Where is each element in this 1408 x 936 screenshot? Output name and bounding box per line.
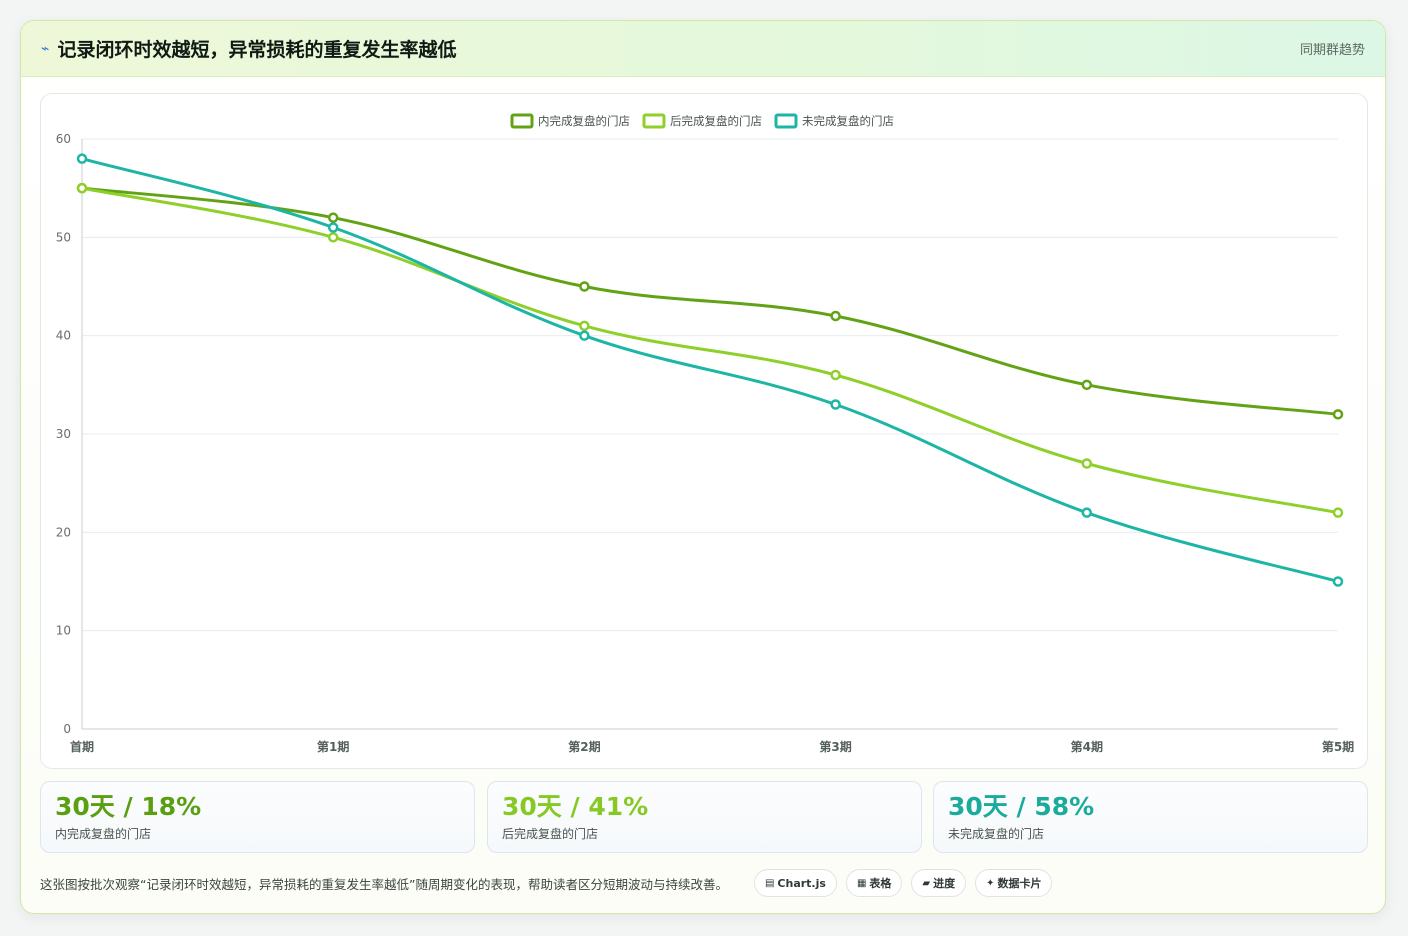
cohort-trend-label[interactable]: 同期群趋势 xyxy=(1299,43,1365,58)
legend-swatch[interactable] xyxy=(642,113,666,129)
stat-card-1: 30天 / 18% 内完成复盘的门店 xyxy=(40,781,475,853)
chip-table[interactable]: ▦ 表格 xyxy=(845,869,903,897)
stat-value: 30天 / 41% xyxy=(502,792,649,821)
sparkle-icon: ✦ xyxy=(986,877,995,889)
y-tick-label: 60 xyxy=(56,132,71,146)
data-point[interactable] xyxy=(76,182,88,194)
data-point[interactable] xyxy=(579,281,590,292)
data-point[interactable] xyxy=(1332,507,1344,518)
stat-cards: 30天 / 18% 内完成复盘的门店 30天 / 41% 后完成复盘的门店 30… xyxy=(40,781,1368,853)
line-chart: 0 10 20 30 40 50 60 首期 第1期 第2期 第3期 第4期 第5期 内完成复盘的门店 后完… xyxy=(56,113,1354,754)
x-tick-label: 第1期 xyxy=(317,739,349,754)
series-line-3 xyxy=(81,157,1339,583)
data-point[interactable] xyxy=(579,320,590,332)
x-tick-label: 第5期 xyxy=(1322,739,1354,754)
chart-card: ⌁ 记录闭环时效越短，异常损耗的重复发生率越低 同期群趋势 0 10 20 30 40 5… xyxy=(20,20,1386,914)
x-tick-label: 首期 xyxy=(70,739,94,754)
data-point[interactable] xyxy=(579,330,590,341)
data-point[interactable] xyxy=(1081,379,1093,391)
chip-label: Chart.js xyxy=(777,876,826,890)
stat-label: 未完成复盘的门店 xyxy=(948,827,1045,841)
chip-data-card[interactable]: ✦ 数据卡片 xyxy=(975,869,1053,897)
x-tick-label: 第3期 xyxy=(819,739,851,754)
progress-icon: ▰ xyxy=(922,877,931,889)
data-point[interactable] xyxy=(1332,576,1344,587)
legend-swatch[interactable] xyxy=(774,113,798,129)
data-point[interactable] xyxy=(1081,507,1093,518)
chart-panel: 0 10 20 30 40 50 60 首期 第1期 第2期 第3期 第4期 第5期 内完成复盘的门店 后完… xyxy=(40,93,1368,769)
pulse-icon: ⌁ xyxy=(41,40,50,57)
legend-label[interactable]: 内完成复盘的门店 xyxy=(538,114,630,128)
chip-progress[interactable]: ▰ 进度 xyxy=(911,869,967,897)
card-title: 记录闭环时效越短，异常损耗的重复发生率越低 xyxy=(57,39,457,61)
chart-icon: ▤ xyxy=(764,877,775,889)
data-point[interactable] xyxy=(327,222,339,233)
stat-card-2: 30天 / 41% 后完成复盘的门店 xyxy=(487,781,922,853)
footer-note: 这张图按批次观察“记录闭环时效越短，异常损耗的重复发生率越低”随周期变化的表现，… xyxy=(40,876,728,892)
y-tick-label: 10 xyxy=(56,624,71,638)
data-point[interactable] xyxy=(327,212,339,223)
data-point[interactable] xyxy=(76,153,88,164)
data-point[interactable] xyxy=(830,369,841,381)
x-tick-label: 第4期 xyxy=(1071,739,1103,754)
table-icon: ▦ xyxy=(856,877,867,889)
y-tick-label: 30 xyxy=(56,427,71,441)
data-point[interactable] xyxy=(830,399,841,410)
data-point[interactable] xyxy=(1081,458,1093,469)
legend-label[interactable]: 后完成复盘的门店 xyxy=(670,114,762,128)
chip-label: 数据卡片 xyxy=(997,877,1042,890)
chip-label: 进度 xyxy=(933,877,956,890)
y-tick-label: 0 xyxy=(63,722,71,736)
chip-label: 表格 xyxy=(869,877,892,890)
legend-swatch[interactable] xyxy=(510,113,534,129)
x-tick-label: 第2期 xyxy=(568,739,600,754)
data-point[interactable] xyxy=(1332,409,1344,420)
stat-card-3: 30天 / 58% 未完成复盘的门店 xyxy=(933,781,1368,853)
card-footer: 这张图按批次观察“记录闭环时效越短，异常损耗的重复发生率越低”随周期变化的表现，… xyxy=(40,867,1368,899)
y-tick-label: 40 xyxy=(56,329,71,343)
card-header: ⌁ 记录闭环时效越短，异常损耗的重复发生率越低 同期群趋势 xyxy=(21,21,1385,77)
series-line-1 xyxy=(81,186,1339,416)
data-point[interactable] xyxy=(327,232,339,243)
data-point[interactable] xyxy=(830,310,841,322)
y-tick-label: 20 xyxy=(56,525,71,539)
stat-label: 内完成复盘的门店 xyxy=(55,827,152,841)
y-tick-label: 50 xyxy=(56,230,71,244)
legend-label[interactable]: 未完成复盘的门店 xyxy=(802,114,894,128)
stat-value: 30天 / 58% xyxy=(948,792,1095,821)
stat-label: 后完成复盘的门店 xyxy=(502,827,599,841)
chip-chartjs[interactable]: ▤ Chart.js xyxy=(753,869,837,897)
stat-value: 30天 / 18% xyxy=(55,792,202,821)
series-line-2 xyxy=(81,186,1339,515)
